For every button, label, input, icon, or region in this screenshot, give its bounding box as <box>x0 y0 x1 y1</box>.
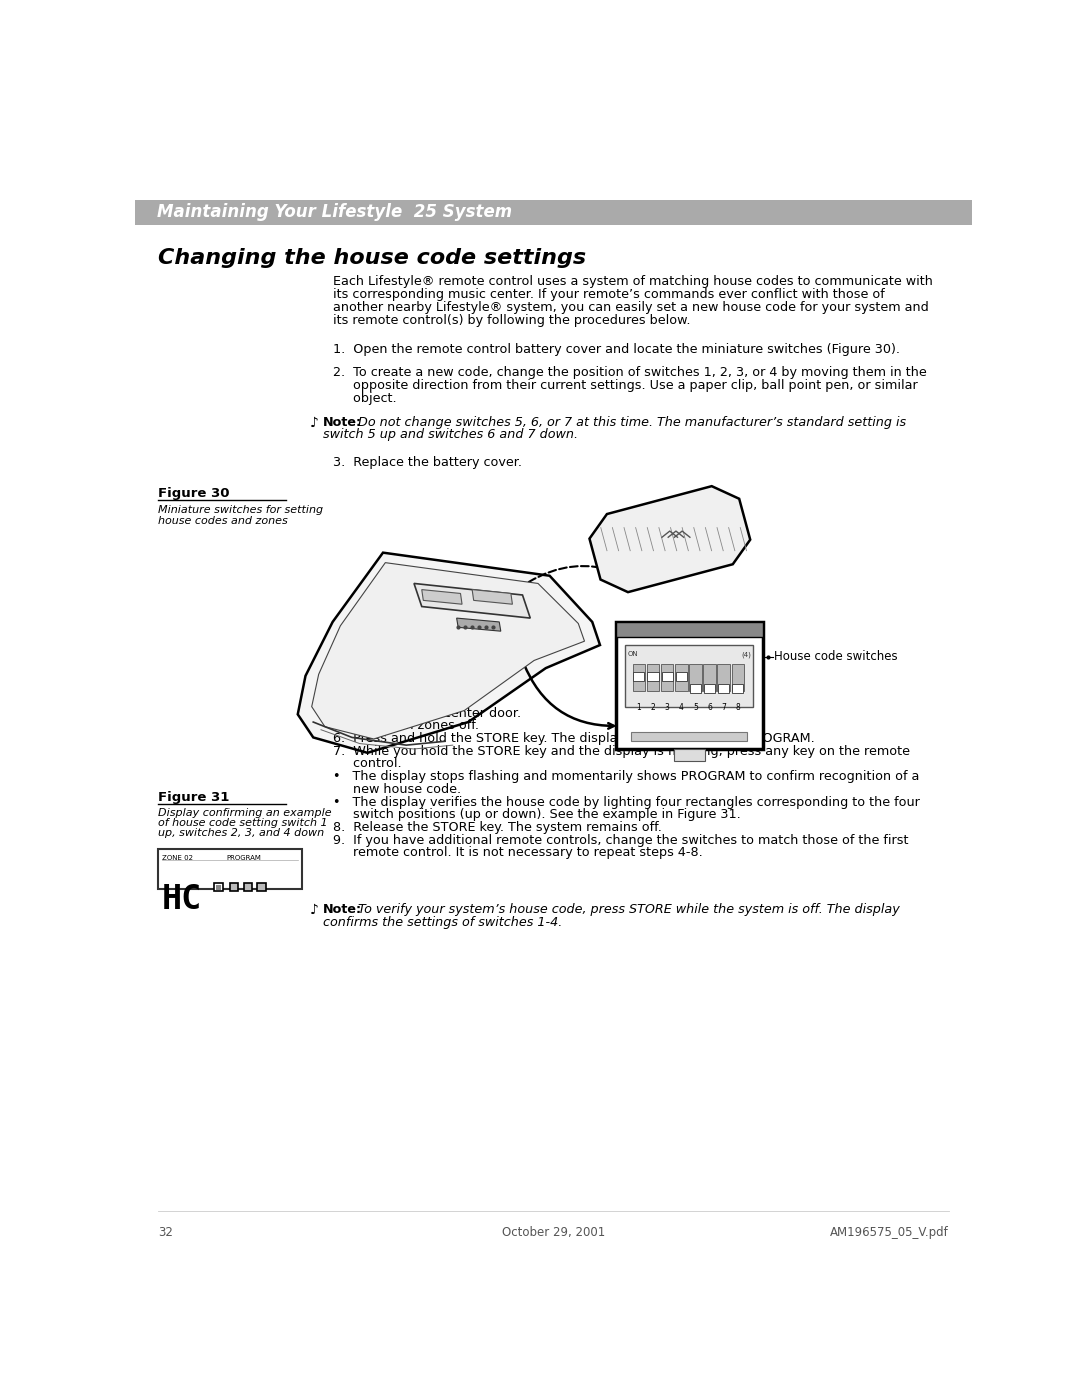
Text: 1: 1 <box>636 703 642 712</box>
Text: Display confirming an example: Display confirming an example <box>159 809 332 819</box>
Polygon shape <box>312 563 584 739</box>
Text: Each Lifestyle® remote control uses a system of matching house codes to communic: Each Lifestyle® remote control uses a sy… <box>333 275 932 288</box>
Text: control.: control. <box>333 757 402 771</box>
Text: switch 5 up and switches 6 and 7 down.: switch 5 up and switches 6 and 7 down. <box>323 429 578 441</box>
Text: Figure 31: Figure 31 <box>159 791 230 805</box>
Text: 9.  If you have additional remote controls, change the switches to match those o: 9. If you have additional remote control… <box>333 834 908 847</box>
Bar <box>633 665 645 692</box>
Polygon shape <box>590 486 751 592</box>
Bar <box>243 883 252 891</box>
Text: another nearby Lifestyle® system, you can easily set a new house code for your s: another nearby Lifestyle® system, you ca… <box>333 300 929 314</box>
Text: ♪: ♪ <box>309 902 319 916</box>
Bar <box>718 683 729 693</box>
Bar <box>704 683 715 693</box>
Bar <box>690 683 701 693</box>
Bar <box>230 883 238 891</box>
Polygon shape <box>298 553 600 753</box>
Polygon shape <box>414 584 530 617</box>
Text: 5: 5 <box>693 703 698 712</box>
Bar <box>717 665 730 692</box>
Bar <box>675 665 688 692</box>
Polygon shape <box>472 590 512 605</box>
Text: 32: 32 <box>159 1227 173 1239</box>
Text: house codes and zones: house codes and zones <box>159 515 288 525</box>
Text: confirms the settings of switches 1-4.: confirms the settings of switches 1-4. <box>323 915 563 929</box>
Text: (4): (4) <box>741 651 751 658</box>
Text: its remote control(s) by following the procedures below.: its remote control(s) by following the p… <box>333 313 690 327</box>
Text: Note:: Note: <box>323 902 363 916</box>
Polygon shape <box>457 617 501 631</box>
Bar <box>647 665 659 692</box>
Bar <box>676 672 687 682</box>
Bar <box>257 883 266 891</box>
Text: object.: object. <box>333 391 396 405</box>
Text: 4.  Lift the music center door.: 4. Lift the music center door. <box>333 707 521 719</box>
Text: AM196575_05_V.pdf: AM196575_05_V.pdf <box>831 1227 948 1239</box>
Text: •   The display stops flashing and momentarily shows PROGRAM to confirm recognit: • The display stops flashing and momenta… <box>333 770 919 784</box>
Bar <box>159 849 301 888</box>
Text: To verify your system’s house code, press STORE while the system is off. The dis: To verify your system’s house code, pres… <box>354 902 900 916</box>
Bar <box>662 672 673 682</box>
Text: 4: 4 <box>679 703 684 712</box>
Bar <box>633 672 645 682</box>
Text: 6: 6 <box>707 703 712 712</box>
Text: Note:: Note: <box>323 415 363 429</box>
Bar <box>616 622 762 637</box>
Text: HC: HC <box>162 883 202 916</box>
Bar <box>135 200 972 225</box>
Text: new house code.: new house code. <box>333 782 461 796</box>
Text: 7: 7 <box>721 703 726 712</box>
Text: 3.  Replace the battery cover.: 3. Replace the battery cover. <box>333 457 522 469</box>
Text: remote control. It is not necessary to repeat steps 4-8.: remote control. It is not necessary to r… <box>333 847 702 859</box>
Bar <box>648 672 659 682</box>
Text: House code switches: House code switches <box>774 650 897 664</box>
Text: 1.  Open the remote control battery cover and locate the miniature switches (Fig: 1. Open the remote control battery cover… <box>333 344 900 356</box>
Bar <box>214 883 222 891</box>
Text: of house code setting switch 1: of house code setting switch 1 <box>159 819 328 828</box>
Bar <box>731 665 744 692</box>
Polygon shape <box>674 749 704 760</box>
Text: Maintaining Your Lifestyle  25 System: Maintaining Your Lifestyle 25 System <box>157 204 512 221</box>
Bar <box>216 884 221 890</box>
Text: 2.  To create a new code, change the position of switches 1, 2, 3, or 4 by movin: 2. To create a new code, change the posi… <box>333 366 927 380</box>
Text: 6.  Press and hold the STORE key. The display will begin to flash PROGRAM.: 6. Press and hold the STORE key. The dis… <box>333 732 814 745</box>
Text: •   The display verifies the house code by lighting four rectangles correspondin: • The display verifies the house code by… <box>333 795 919 809</box>
Text: opposite direction from their current settings. Use a paper clip, ball point pen: opposite direction from their current se… <box>333 379 917 393</box>
Text: ON: ON <box>627 651 638 657</box>
Text: 7.  While you hold the STORE key and the display is flashing, press any key on t: 7. While you hold the STORE key and the … <box>333 745 909 757</box>
Text: 3: 3 <box>664 703 670 712</box>
Bar <box>732 683 743 693</box>
Bar <box>661 665 674 692</box>
Text: Miniature switches for setting: Miniature switches for setting <box>159 504 323 515</box>
Text: October 29, 2001: October 29, 2001 <box>502 1227 605 1239</box>
Text: 8.  Release the STORE key. The system remains off.: 8. Release the STORE key. The system rem… <box>333 821 661 834</box>
Text: PROGRAM: PROGRAM <box>227 855 261 861</box>
Text: up, switches 2, 3, and 4 down: up, switches 2, 3, and 4 down <box>159 828 324 838</box>
Text: ZONE 02: ZONE 02 <box>162 855 193 861</box>
Text: Changing the house code settings: Changing the house code settings <box>159 249 586 268</box>
Bar <box>689 665 702 692</box>
Text: 5.  Turn both zones off.: 5. Turn both zones off. <box>333 719 478 732</box>
Text: Do not change switches 5, 6, or 7 at this time. The manufacturer’s standard sett: Do not change switches 5, 6, or 7 at thi… <box>354 415 906 429</box>
Text: switch positions (up or down). See the example in Figure 31.: switch positions (up or down). See the e… <box>333 809 741 821</box>
Bar <box>625 645 754 707</box>
FancyBboxPatch shape <box>616 622 762 749</box>
Polygon shape <box>422 590 462 605</box>
Text: its corresponding music center. If your remote’s commands ever conflict with tho: its corresponding music center. If your … <box>333 288 885 302</box>
Text: Figure 30: Figure 30 <box>159 488 230 500</box>
Bar <box>703 665 716 692</box>
Text: ♪: ♪ <box>309 415 319 430</box>
Text: 2: 2 <box>650 703 656 712</box>
Text: 8: 8 <box>735 703 740 712</box>
Bar <box>631 732 747 742</box>
